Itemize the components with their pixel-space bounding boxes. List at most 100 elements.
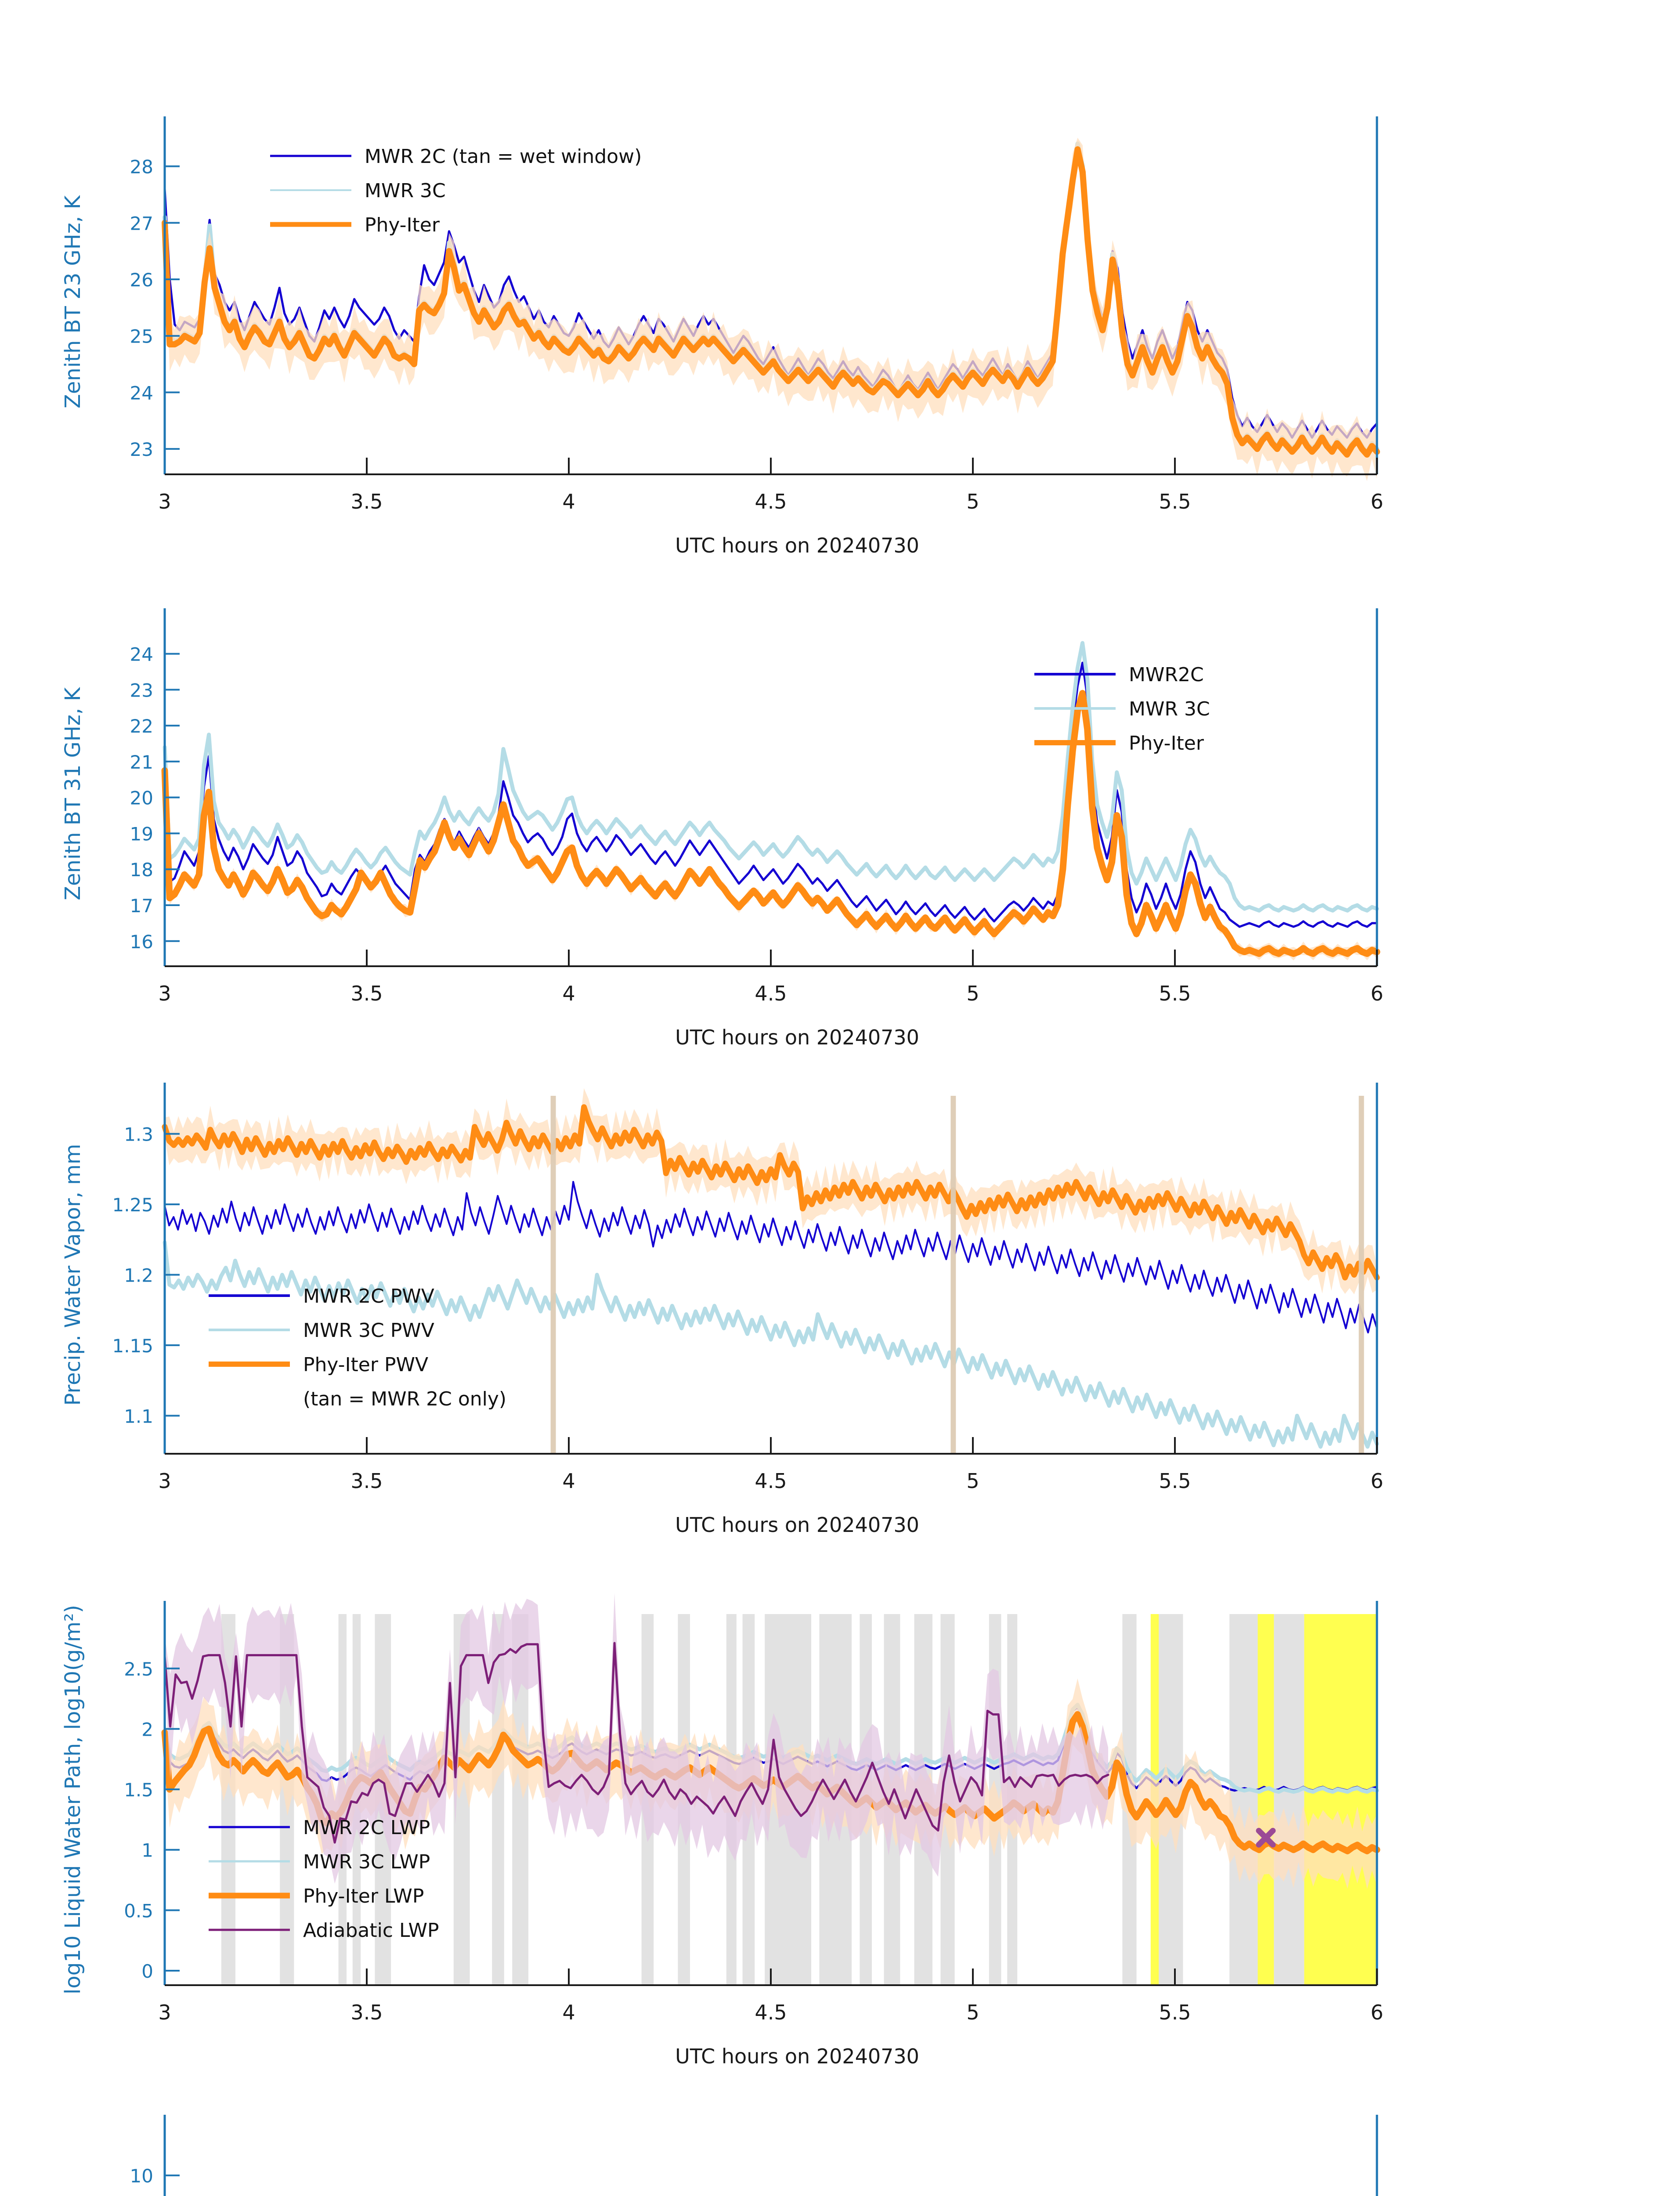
y-tick-label: 26 (130, 269, 153, 291)
x-tick-label: 3.5 (350, 982, 383, 1005)
series-line (163, 148, 1378, 439)
y-tick-label: 2.5 (124, 1658, 153, 1680)
legend-label: Phy-Iter (365, 214, 440, 236)
series-line (162, 1104, 1380, 1281)
y-tick-label: 23 (130, 439, 153, 460)
y-tick-label: 24 (130, 382, 153, 404)
y-axis-label: Zenith BT 23 GHz, K (61, 195, 85, 408)
panel-bt23: 23 24 25 26 27 28 3 3.5 4 4.5 5 5.5 6 Zenith BT 23 GH… (53, 92, 1397, 602)
x-tick-label: 3 (158, 490, 171, 513)
legend-label: MWR 3C (365, 180, 446, 202)
legend-label: MWR 3C (1129, 698, 1210, 720)
x-tick-label: 3 (158, 2001, 171, 2024)
legend-label: MWR2C (1129, 664, 1204, 686)
x-tick-label: 4.5 (755, 982, 787, 1005)
x-tick-label: 6 (1370, 982, 1383, 1005)
legend-label: MWR 3C LWP (303, 1851, 430, 1873)
x-tick-label: 4.5 (755, 2001, 787, 2024)
x-tick-label: 3.5 (350, 2001, 383, 2024)
y-tick-label: 20 (130, 787, 153, 809)
x-tick-label: 5 (966, 982, 979, 1005)
legend-label: Phy-Iter LWP (303, 1885, 424, 1907)
x-axis-label: UTC hours on 20240730 (675, 1513, 919, 1537)
series-line (163, 1642, 1109, 1844)
x-tick-label: 5.5 (1159, 982, 1191, 1005)
y-tick-label: 21 (130, 751, 153, 773)
panel-pwv: 1.1 1.15 1.2 1.25 1.3 3 3.5 4 4.5 5 5.5 6 Precip. Wa… (53, 1076, 1397, 1586)
flagged-band (1304, 1614, 1377, 1985)
x-axis-label: UTC hours on 20240730 (675, 1026, 919, 1049)
y-tick-label: 17 (130, 895, 153, 917)
y-tick-label: 2 (141, 1719, 153, 1740)
legend-label: MWR 3C PWV (303, 1319, 434, 1342)
x-tick-label: 6 (1370, 1469, 1383, 1493)
x-tick-label: 4 (562, 982, 575, 1005)
y-axis-label: Precip. Water Vapor, mm (61, 1144, 85, 1405)
y-tick-label: 1.3 (124, 1124, 153, 1145)
x-marker (1256, 1828, 1276, 1848)
y-tick-label: 22 (130, 715, 153, 737)
uncertainty-band (165, 137, 1377, 481)
y-tick-label: 1.15 (112, 1335, 153, 1357)
wet-window-band (1358, 1096, 1364, 1454)
y-tick-label: 0.5 (124, 1900, 153, 1922)
legend: MWR 2C (tan = wet window) MWR 3C Phy-Iter (270, 145, 642, 236)
x-tick-label: 3 (158, 982, 171, 1005)
series-line (164, 1181, 1378, 1334)
y-tick-label: 18 (130, 859, 153, 881)
y-tick-label: 0 (141, 1961, 153, 1982)
x-tick-label: 5.5 (1159, 1469, 1191, 1493)
uncertainty-band (165, 1088, 1377, 1294)
y-tick-label: 1.5 (124, 1779, 153, 1801)
x-tick-label: 4 (562, 2001, 575, 2024)
legend-label: (tan = MWR 2C only) (303, 1388, 506, 1410)
panel-bt31: 16 17 18 19 20 21 22 23 24 3 3.5 4 4.5 5 5.5 6 Zenith BT… (53, 584, 1397, 1094)
x-tick-label: 5 (966, 1469, 979, 1493)
legend-label: MWR 2C LWP (303, 1817, 430, 1839)
series-line (162, 146, 1380, 458)
y-tick-label: 1.2 (124, 1265, 153, 1286)
x-tick-label: 4 (562, 1469, 575, 1493)
uncertainty-band (165, 1593, 1109, 1884)
legend-label: Phy-Iter (1129, 732, 1204, 755)
legend: MWR 2C LWP MWR 3C LWP Phy-Iter LWP Adiabati… (209, 1817, 439, 1942)
x-tick-label: 5 (966, 2001, 979, 2024)
wet-window-band (550, 1096, 556, 1454)
legend-label: Adiabatic LWP (303, 1919, 439, 1942)
x-tick-label: 5.5 (1159, 2001, 1191, 2024)
y-axis-label: Zenith BT 31 GHz, K (61, 686, 85, 900)
y-tick-label: 19 (130, 823, 153, 845)
y-tick-label: 27 (130, 213, 153, 234)
flagged-band (1257, 1614, 1274, 1985)
y-tick-label: 1.25 (112, 1194, 153, 1216)
y-tick-label: 28 (130, 156, 153, 178)
y-axis-label: MWR Phy Iter DQ Flag (61, 2195, 85, 2196)
y-tick-label: 1 (141, 1840, 153, 1861)
y-tick-label: 23 (130, 679, 153, 701)
y-tick-label: 1.1 (124, 1405, 153, 1427)
legend-label: Phy-Iter PWV (303, 1354, 428, 1376)
series-line (161, 690, 1380, 957)
x-tick-label: 4.5 (755, 1469, 787, 1493)
x-tick-label: 3.5 (350, 1469, 383, 1493)
series-line (163, 641, 1379, 913)
legend-label: MWR 2C PWV (303, 1285, 434, 1307)
x-tick-label: 5 (966, 490, 979, 513)
x-tick-label: 4.5 (755, 490, 787, 513)
y-tick-label: 25 (130, 326, 153, 347)
uncertainty-band (165, 688, 1377, 961)
y-tick-label: 10 (130, 2165, 153, 2187)
x-axis-label: UTC hours on 20240730 (675, 2044, 919, 2068)
panel-dqflag: 024681033.544.555.56MWR Phy Iter DQ Flag… (53, 2104, 1397, 2196)
y-tick-label: 24 (130, 644, 153, 665)
legend: MWR 2C PWV MWR 3C PWV Phy-Iter PWV (tan = M… (209, 1285, 506, 1410)
x-tick-label: 5.5 (1159, 490, 1191, 513)
x-axis-label: UTC hours on 20240730 (675, 534, 919, 557)
shaded-band (1229, 1614, 1260, 1985)
wet-window-band (950, 1096, 956, 1454)
panel-lwp: 0 0.5 1 1.5 2 2.5 3 3.5 4 4.5 5 5.5 6 log10 Liquid Wa… (53, 1572, 1397, 2121)
shaded-band (1274, 1614, 1304, 1985)
x-tick-label: 3 (158, 1469, 171, 1493)
legend: MWR2C MWR 3C Phy-Iter (1034, 664, 1210, 755)
